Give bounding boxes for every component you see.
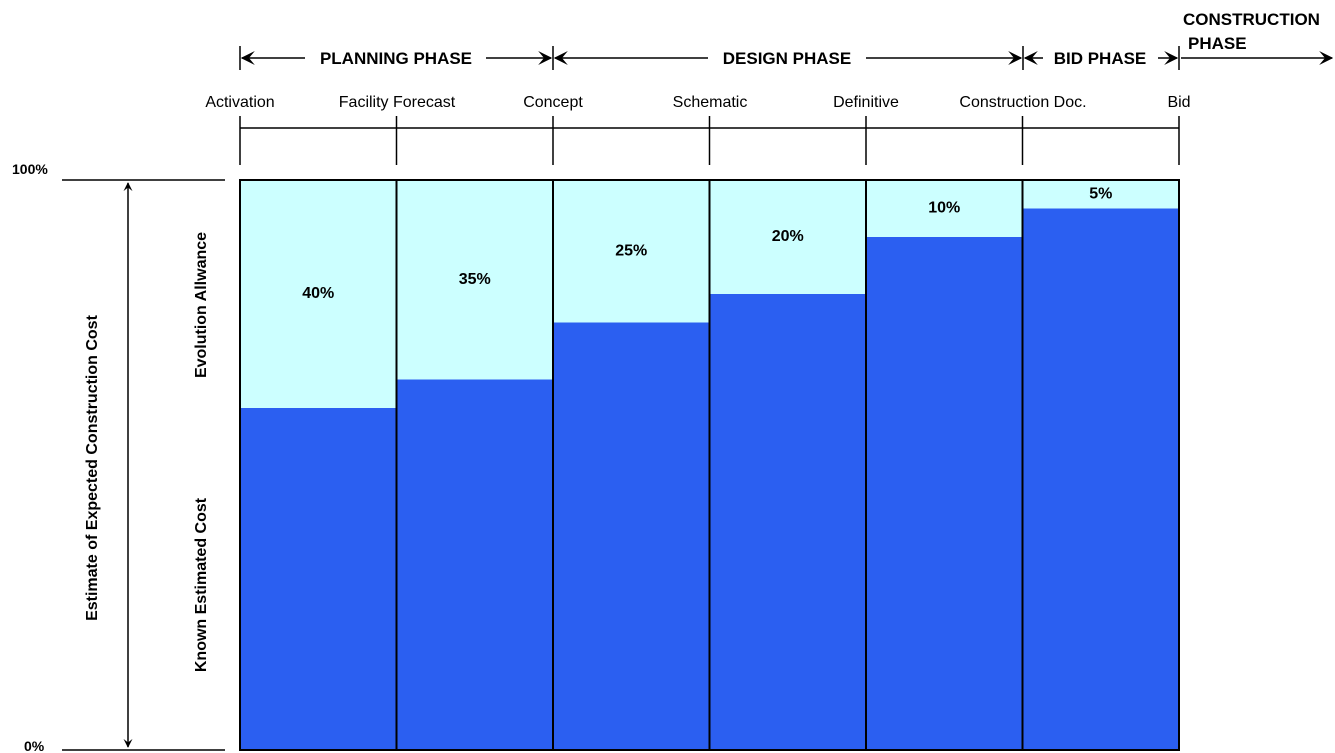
milestone-schematic: Schematic: [673, 94, 748, 111]
phase-arrows: [239, 46, 1334, 70]
milestone-construction-doc: Construction Doc.: [959, 94, 1086, 111]
bar-allowance-0: [240, 180, 397, 408]
milestone-concept: Concept: [523, 94, 583, 111]
design-phase-label: DESIGN PHASE: [723, 49, 851, 68]
bars-group: [239, 179, 1180, 751]
milestone-bid: Bid: [1167, 94, 1190, 111]
data-label-0: 40%: [302, 285, 334, 302]
milestone-activation: Activation: [205, 94, 274, 111]
series-label-evolution: Evolution Allwance: [193, 232, 210, 378]
ytick-100: 100%: [12, 161, 48, 177]
data-label-1: 35%: [459, 271, 491, 288]
bar-known-4: [866, 237, 1023, 750]
y-axis: 100% 0% Estimate of Expected Constructio…: [12, 161, 225, 753]
bar-allowance-2: [553, 180, 710, 323]
bar-allowance-4: [866, 180, 1023, 237]
bar-known-2: [553, 322, 710, 750]
bar-known-5: [1022, 208, 1179, 750]
data-label-2: 25%: [615, 242, 647, 259]
data-label-4: 10%: [928, 200, 960, 217]
milestone-definitive: Definitive: [833, 94, 899, 111]
milestone-bracket: [239, 116, 1180, 165]
bar-allowance-1: [396, 180, 553, 380]
construction-phase-label-line1: CONSTRUCTION: [1183, 10, 1320, 29]
bar-known-1: [396, 379, 553, 750]
planning-phase-label: PLANNING PHASE: [320, 49, 472, 68]
milestone-facility-forecast: Facility Forecast: [339, 94, 456, 111]
bar-known-3: [709, 294, 866, 750]
bar-allowance-3: [709, 180, 866, 294]
bar-known-0: [240, 408, 397, 750]
bid-phase-label: BID PHASE: [1054, 49, 1147, 68]
data-labels-group: 40% 35% 25% 20% 10% 5%: [302, 185, 1112, 302]
data-label-5: 5%: [1089, 185, 1112, 202]
milestone-ticks: [239, 116, 1180, 165]
ytick-0: 0%: [24, 738, 45, 753]
series-label-known: Known Estimated Cost: [193, 497, 210, 672]
construction-phase-label-line2: PHASE: [1188, 34, 1247, 53]
bar-allowance-5: [1022, 180, 1179, 209]
y-axis-label: Estimate of Expected Construction Cost: [84, 314, 101, 620]
bar-outline-5: [1021, 179, 1180, 751]
data-label-3: 20%: [772, 228, 804, 245]
